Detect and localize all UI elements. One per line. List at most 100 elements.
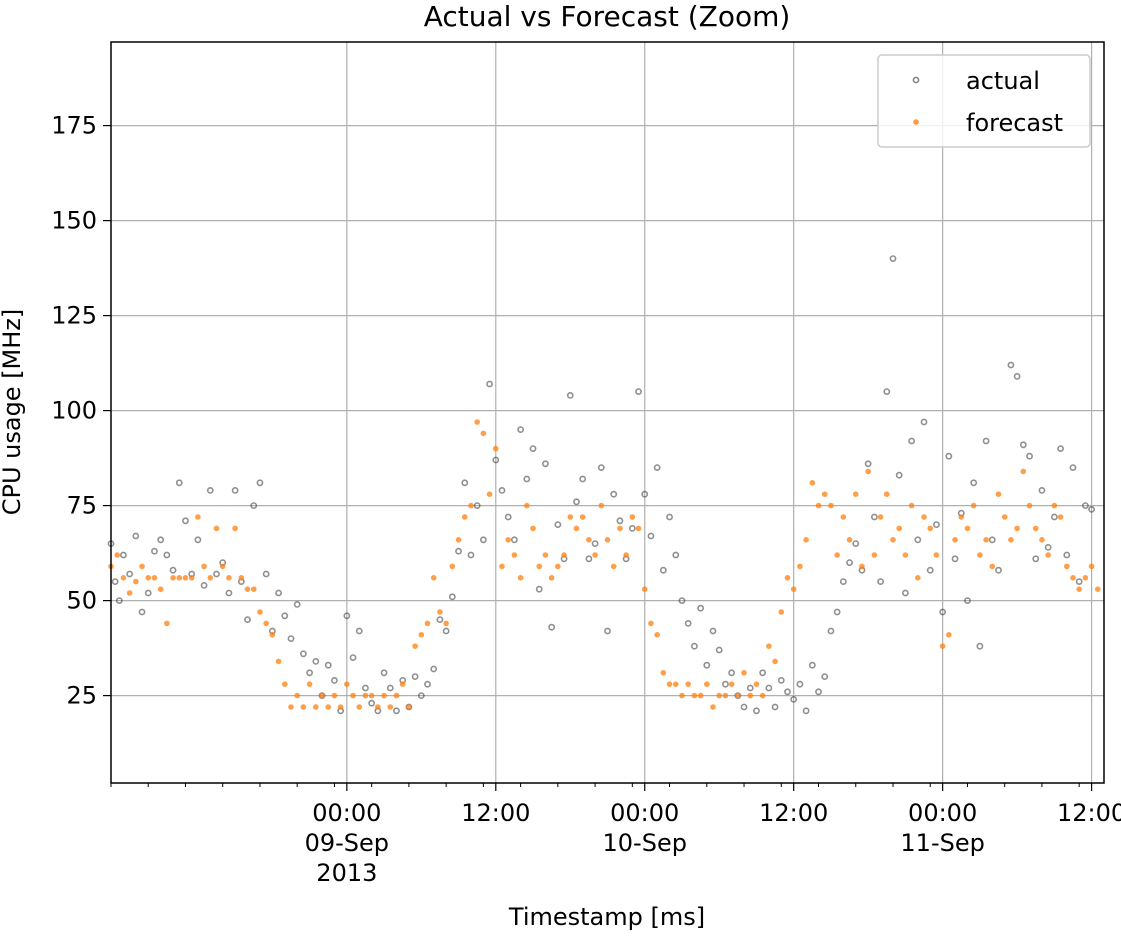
forecast-point (182, 575, 189, 581)
actual-point (852, 540, 860, 547)
forecast-point (337, 704, 344, 710)
forecast-point (1063, 563, 1070, 570)
forecast-point (753, 681, 760, 687)
actual-point (802, 707, 810, 715)
forecast-point (660, 670, 667, 676)
forecast-point (499, 563, 505, 570)
actual-point (250, 502, 258, 509)
forecast-point (741, 670, 747, 676)
forecast-point (269, 632, 276, 638)
actual-point (753, 707, 760, 715)
x-tick-label: 00:00 (908, 799, 977, 827)
actual-point (1088, 505, 1095, 513)
actual-point (939, 608, 947, 616)
forecast-point (238, 575, 245, 581)
actual-point (771, 703, 779, 711)
forecast-point (623, 552, 629, 558)
forecast-point (666, 681, 673, 687)
actual-point (951, 555, 959, 563)
actual-point (467, 551, 475, 559)
forecast-point (294, 692, 300, 699)
actual-point (138, 608, 146, 616)
forecast-point (691, 692, 698, 699)
forecast-point (865, 468, 871, 475)
actual-point (672, 551, 680, 559)
forecast-point (362, 692, 369, 699)
forecast-point (288, 704, 294, 710)
actual-point (542, 460, 549, 468)
forecast-point (114, 552, 121, 558)
forecast-point (306, 681, 313, 687)
actual-point (740, 703, 748, 711)
actual-point (511, 536, 518, 544)
actual-point (628, 525, 636, 532)
forecast-point (195, 514, 201, 520)
forecast-point (145, 575, 152, 581)
actual-point (169, 566, 177, 574)
forecast-point (319, 692, 325, 699)
forecast-point (486, 491, 493, 498)
forecast-point (443, 620, 449, 627)
actual-point (827, 627, 835, 635)
x-tick-label: 12:00 (759, 799, 828, 827)
x-tick-label: 09-Sep (305, 829, 389, 857)
actual-point (231, 486, 239, 494)
actual-point (902, 589, 909, 597)
actual-point (380, 669, 388, 677)
actual-point (455, 547, 462, 555)
legend-marker-forecast (913, 119, 919, 125)
forecast-point (331, 692, 338, 699)
forecast-point (1039, 537, 1045, 543)
forecast-point (313, 704, 319, 710)
forecast-point (952, 537, 958, 543)
forecast-point (927, 525, 934, 532)
x-axis-label: Timestamp [ms] (508, 903, 705, 931)
actual-point (777, 677, 785, 684)
y-tick-label: 175 (51, 112, 97, 140)
actual-point (144, 589, 152, 597)
series-actual-points (107, 76, 1095, 715)
actual-point (889, 255, 897, 262)
forecast-point (859, 563, 865, 570)
forecast-point (524, 502, 530, 509)
forecast-point (406, 704, 412, 710)
forecast-point (555, 563, 561, 570)
forecast-point (344, 681, 350, 687)
y-tick-label: 150 (51, 207, 97, 235)
actual-point (579, 475, 587, 483)
forecast-point (635, 525, 642, 532)
y-axis-label: CPU usage [MHz] (0, 309, 26, 516)
actual-point (436, 616, 444, 623)
actual-point (424, 680, 431, 688)
actual-point (573, 498, 580, 506)
forecast-point (226, 575, 232, 581)
forecast-point (399, 681, 406, 687)
forecast-point (126, 590, 133, 596)
forecast-point (1088, 563, 1095, 570)
actual-point (678, 597, 686, 604)
forecast-point (325, 704, 332, 710)
actual-point (815, 688, 822, 696)
x-tick-label: 2013 (316, 859, 377, 887)
actual-point (604, 627, 611, 635)
forecast-point (586, 537, 592, 543)
actual-point (498, 486, 506, 494)
forecast-point (250, 586, 257, 592)
forecast-point (1032, 525, 1039, 532)
forecast-point (834, 552, 840, 558)
forecast-point (424, 620, 431, 627)
actual-point (1081, 502, 1089, 509)
actual-point (1057, 445, 1064, 452)
forecast-point (567, 514, 574, 520)
forecast-point (617, 525, 623, 532)
forecast-point (455, 537, 462, 543)
actual-point (293, 601, 301, 608)
forecast-point (784, 575, 791, 581)
x-tick-label: 11-Sep (900, 829, 984, 857)
actual-point (275, 589, 282, 597)
forecast-point (263, 620, 269, 627)
forecast-point (281, 681, 288, 687)
forecast-point (412, 643, 418, 649)
actual-point (368, 699, 376, 707)
forecast-point (1070, 575, 1076, 581)
